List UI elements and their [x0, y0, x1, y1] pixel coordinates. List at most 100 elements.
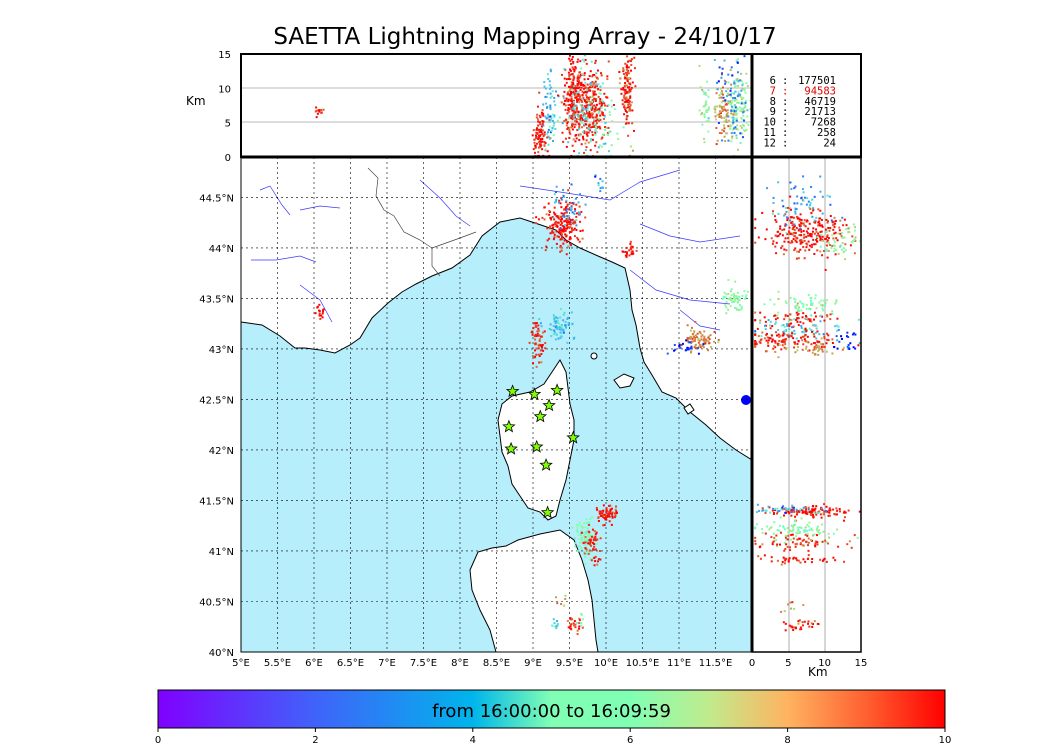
- lightning-point: [566, 620, 569, 623]
- lightning-point: [562, 230, 565, 233]
- right-point: [790, 625, 793, 628]
- top-point: [628, 105, 631, 108]
- top-point: [607, 60, 610, 63]
- lightning-point: [572, 222, 575, 225]
- right-point: [779, 227, 782, 230]
- right-point: [806, 335, 809, 338]
- right-point: [802, 331, 805, 334]
- top-point: [723, 59, 726, 62]
- right-point: [783, 318, 786, 321]
- right-point: [805, 507, 808, 510]
- top-point: [586, 112, 589, 115]
- lightning-point: [556, 235, 559, 238]
- lightning-point: [563, 208, 566, 211]
- lightning-point: [587, 523, 590, 526]
- lightning-point: [584, 547, 587, 550]
- lightning-point: [561, 224, 564, 227]
- right-point: [841, 236, 844, 239]
- lightning-point: [580, 536, 583, 539]
- right-point: [824, 249, 827, 252]
- lightning-point: [557, 221, 560, 224]
- top-point: [587, 124, 590, 127]
- right-point: [760, 338, 763, 341]
- lightning-point: [581, 538, 584, 541]
- lightning-point: [566, 203, 569, 206]
- lightning-point: [725, 306, 728, 309]
- right-point: [836, 509, 839, 512]
- lightning-point: [551, 230, 554, 233]
- top-point: [700, 112, 703, 115]
- right-point: [835, 324, 838, 327]
- right-point: [801, 188, 804, 191]
- right-point: [773, 314, 776, 317]
- top-point: [566, 112, 569, 115]
- top-point: [565, 145, 568, 148]
- top-point: [541, 148, 544, 151]
- top-point: [630, 63, 633, 66]
- right-point: [804, 327, 807, 330]
- top-point: [576, 98, 579, 101]
- lightning-point: [557, 322, 560, 325]
- lightning-point: [576, 549, 579, 552]
- top-point: [739, 95, 742, 98]
- right-point: [778, 344, 781, 347]
- top-point: [578, 71, 581, 74]
- lightning-point: [565, 221, 568, 224]
- right-point: [774, 245, 777, 248]
- right-point: [824, 539, 827, 542]
- lightning-point: [556, 602, 559, 605]
- top-point: [599, 114, 602, 117]
- top-point: [583, 84, 586, 87]
- top-point: [725, 109, 728, 112]
- right-point: [815, 346, 818, 349]
- top-point: [569, 62, 572, 65]
- right-point: [797, 257, 800, 260]
- right-point: [829, 318, 832, 321]
- colorbar-label: from 16:00:00 to 16:09:59: [432, 701, 671, 722]
- top-point: [543, 85, 546, 88]
- right-point: [791, 221, 794, 224]
- lightning-point: [554, 625, 557, 628]
- right-x-tick: 5: [785, 658, 791, 669]
- right-point: [793, 318, 796, 321]
- right-point: [847, 344, 850, 347]
- right-point: [807, 537, 810, 540]
- right-point: [808, 206, 811, 209]
- lightning-point: [591, 541, 594, 544]
- top-point: [705, 100, 708, 103]
- map-x-tick: 10°E: [594, 658, 618, 669]
- lightning-point: [554, 223, 557, 226]
- top-point: [544, 148, 547, 151]
- lightning-point: [707, 340, 710, 343]
- right-point: [821, 212, 824, 215]
- right-point: [796, 349, 799, 352]
- top-point: [580, 86, 583, 89]
- right-point: [807, 293, 810, 296]
- top-point: [320, 111, 323, 114]
- right-point: [805, 329, 808, 332]
- right-point: [794, 515, 797, 518]
- top-point: [588, 129, 591, 132]
- top-point: [542, 112, 545, 115]
- right-point: [839, 244, 842, 247]
- right-point: [754, 339, 757, 342]
- top-point: [583, 78, 586, 81]
- right-point: [805, 317, 808, 320]
- lightning-point: [570, 311, 573, 314]
- top-point: [626, 115, 629, 118]
- lightning-point: [562, 319, 565, 322]
- right-point: [774, 318, 777, 321]
- right-point: [765, 339, 768, 342]
- lightning-point: [589, 534, 592, 537]
- top-point: [708, 106, 711, 109]
- top-point: [628, 59, 631, 62]
- top-point: [604, 142, 607, 145]
- top-point: [577, 74, 580, 77]
- right-point: [818, 301, 821, 304]
- lightning-point: [540, 361, 543, 364]
- right-point: [772, 532, 775, 535]
- lightning-point: [573, 537, 576, 540]
- right-point: [827, 241, 830, 244]
- top-point: [562, 97, 565, 100]
- right-point: [799, 213, 802, 216]
